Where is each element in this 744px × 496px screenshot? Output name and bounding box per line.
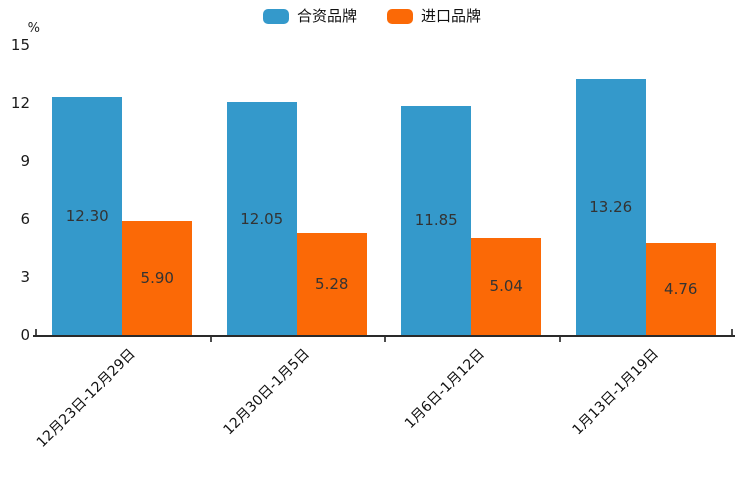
y-tick-label: 0 <box>20 326 30 344</box>
x-category-label: 12月23日-12月29日 <box>33 346 139 451</box>
x-axis-tick <box>209 337 212 342</box>
legend-swatch-blue <box>262 8 289 24</box>
y-axis-unit-label: % <box>27 21 40 36</box>
bar-series0-cat0: 12.30 <box>52 97 123 335</box>
bar-series0-cat1: 12.05 <box>226 102 297 335</box>
y-tick-label: 6 <box>20 210 30 228</box>
bar-value-label: 5.90 <box>140 268 174 287</box>
bar-series1-cat0: 5.90 <box>122 220 193 335</box>
legend-item-import-brands[interactable]: 进口品牌 <box>387 7 481 25</box>
x-category-label: 1月13日-1月19日 <box>569 346 663 439</box>
x-axis-tick <box>558 337 561 342</box>
bar-value-label: 5.04 <box>489 277 523 296</box>
bar-series0-cat2: 11.85 <box>401 105 472 335</box>
legend-swatch-orange <box>387 8 413 24</box>
y-tick-label: 3 <box>20 268 30 286</box>
x-category-label: 1月6日-1月12日 <box>401 346 488 432</box>
bar-series1-cat2: 5.04 <box>471 237 542 335</box>
x-category-label: 12月30日-1月5日 <box>220 346 314 439</box>
x-axis-end-cap <box>35 329 37 335</box>
x-axis-end-cap <box>731 329 733 335</box>
legend: 合资品牌 进口品牌 <box>0 7 744 25</box>
x-axis-line <box>33 335 735 337</box>
bar-series1-cat1: 5.28 <box>296 232 367 335</box>
bar-value-label: 5.28 <box>315 274 349 293</box>
bar-value-label: 13.26 <box>589 197 633 216</box>
legend-item-joint-venture-brands[interactable]: 合资品牌 <box>262 7 357 25</box>
bar-value-label: 12.05 <box>240 209 284 228</box>
bar-value-label: 11.85 <box>414 211 458 230</box>
bar-series0-cat3: 13.26 <box>575 78 646 335</box>
bar-series1-cat3: 4.76 <box>645 242 716 335</box>
x-axis-tick <box>384 337 386 342</box>
bar-value-label: 4.76 <box>664 279 698 298</box>
bar-value-label: 12.30 <box>65 207 109 226</box>
y-tick-label: 15 <box>10 36 30 54</box>
y-tick-label: 9 <box>20 152 30 170</box>
y-tick-label: 12 <box>10 94 30 112</box>
legend-label-joint-venture-brands: 合资品牌 <box>296 7 357 25</box>
legend-label-import-brands: 进口品牌 <box>421 7 482 25</box>
